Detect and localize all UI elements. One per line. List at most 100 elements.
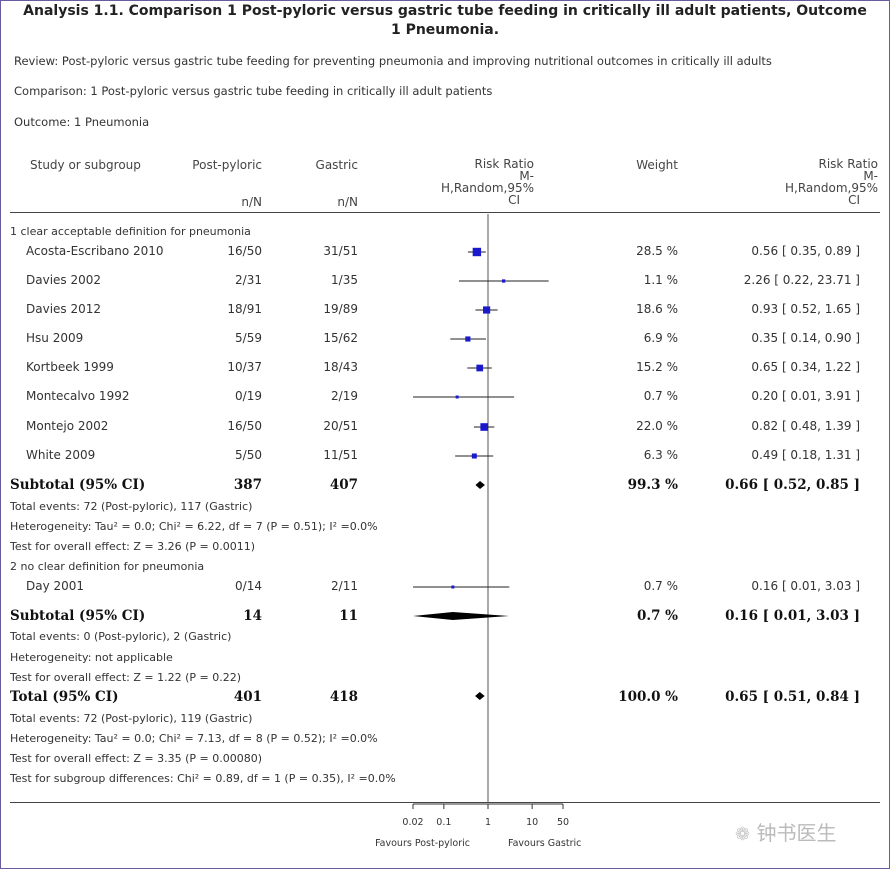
- subtotal-1-label: Subtotal (95% CI): [10, 477, 146, 493]
- watermark-text: 钟书医生: [756, 821, 837, 845]
- study-point: [476, 364, 484, 372]
- study-name: White 2009: [26, 448, 96, 462]
- total-events: Total events: 72 (Post-pyloric), 119 (Ga…: [10, 712, 253, 725]
- study-name: Day 2001: [26, 579, 85, 593]
- subtotal-2-gastric: 11: [339, 608, 358, 624]
- study-rr: 0.82 [ 0.48, 1.39 ]: [751, 419, 860, 433]
- study-weight: 18.6 %: [636, 302, 678, 316]
- study-rr: 0.35 [ 0.14, 0.90 ]: [751, 331, 860, 345]
- col-rr-plot-4: CI: [508, 193, 520, 207]
- col-rr-3: H,Random,95%: [784, 181, 878, 195]
- col-rr-1: Risk Ratio: [818, 157, 879, 171]
- subtotal-1-rr: 0.66 [ 0.52, 0.85 ]: [725, 477, 860, 493]
- study-gastric: 15/62: [323, 331, 358, 345]
- study-rr: 0.65 [ 0.34, 1.22 ]: [751, 360, 860, 374]
- study-rr: 0.49 [ 0.18, 1.31 ]: [751, 448, 860, 462]
- subtotal-1-gastric: 407: [329, 477, 358, 493]
- study-name: Montecalvo 1992: [26, 389, 130, 403]
- study-weight: 28.5 %: [636, 244, 678, 258]
- study-name: Acosta-Escribano 2010: [26, 244, 164, 258]
- figure-title: Analysis 1.1. Comparison 1 Post-pyloric …: [23, 3, 867, 38]
- col-rr-plot-2: M-: [519, 169, 534, 183]
- study-post: 16/50: [227, 244, 262, 258]
- footer-rule: [10, 802, 880, 803]
- subgroup-2-label: 2 no clear definition for pneumonia: [10, 560, 205, 573]
- col-rr-2: M-: [863, 169, 878, 183]
- pooled-diamond: [475, 692, 485, 700]
- study-gastric: 1/35: [331, 273, 358, 287]
- total-gastric: 418: [329, 689, 358, 705]
- col-study: Study or subgroup: [30, 158, 141, 172]
- study-rr: 0.20 [ 0.01, 3.91 ]: [751, 389, 860, 403]
- col-rr-plot: Risk Ratio M- H,Random,95% CI: [440, 158, 534, 206]
- col-rr-plot-3: H,Random,95%: [440, 181, 534, 195]
- watermark: ❁ 钟书医生: [735, 817, 836, 846]
- subgroup-differences-test: Test for subgroup differences: Chi² = 0.…: [10, 772, 396, 785]
- subtotal-2-rr: 0.16 [ 0.01, 3.03 ]: [725, 608, 860, 624]
- total-rr: 0.65 [ 0.51, 0.84 ]: [725, 689, 860, 705]
- study-gastric: 2/19: [331, 389, 358, 403]
- col-post-sub: n/N: [241, 195, 262, 209]
- subgroup-1-label: 1 clear acceptable definition for pneumo…: [10, 225, 251, 238]
- study-weight: 22.0 %: [636, 419, 678, 433]
- outcome-line: Outcome: 1 Pneumonia: [14, 115, 150, 129]
- subtotal-1-post: 387: [233, 477, 262, 493]
- study-gastric: 31/51: [323, 244, 358, 258]
- study-gastric: 11/51: [323, 448, 358, 462]
- study-point: [472, 247, 482, 257]
- subtotal-1-heterogeneity: Heterogeneity: Tau² = 0.0; Chi² = 6.22, …: [10, 520, 378, 533]
- study-post: 2/31: [235, 273, 262, 287]
- subtotal-1-events: Total events: 72 (Post-pyloric), 117 (Ga…: [10, 500, 253, 513]
- study-post: 5/50: [235, 448, 262, 462]
- study-rr: 0.93 [ 0.52, 1.65 ]: [751, 302, 860, 316]
- study-point: [451, 585, 455, 589]
- study-point: [455, 395, 459, 399]
- study-rr: 0.56 [ 0.35, 0.89 ]: [751, 244, 860, 258]
- subtotal-2-label: Subtotal (95% CI): [10, 608, 146, 624]
- col-gastric: Gastric: [315, 158, 358, 172]
- col-rr: Risk Ratio M- H,Random,95% CI: [760, 158, 878, 206]
- study-weight: 0.7 %: [643, 389, 678, 403]
- total-test: Test for overall effect: Z = 3.35 (P = 0…: [10, 752, 262, 765]
- study-post: 5/59: [235, 331, 262, 345]
- comparison-line: Comparison: 1 Post-pyloric versus gastri…: [14, 84, 493, 98]
- pooled-diamond: [413, 612, 510, 620]
- study-point: [483, 306, 491, 314]
- wechat-icon: ❁: [735, 824, 751, 845]
- subtotal-2-events: Total events: 0 (Post-pyloric), 2 (Gastr…: [10, 630, 232, 643]
- favours-left-label: Favours Post-pyloric: [375, 838, 470, 849]
- study-gastric: 18/43: [323, 360, 358, 374]
- subtotal-1-weight: 99.3 %: [627, 477, 678, 493]
- review-line: Review: Post-pyloric versus gastric tube…: [14, 54, 772, 68]
- subtotal-2-heterogeneity: Heterogeneity: not applicable: [10, 651, 173, 664]
- study-name: Hsu 2009: [26, 331, 84, 345]
- subtotal-2-test: Test for overall effect: Z = 1.22 (P = 0…: [10, 671, 241, 684]
- study-gastric: 19/89: [323, 302, 358, 316]
- col-post: Post-pyloric: [192, 158, 262, 172]
- favours-right-label: Favours Gastric: [508, 838, 582, 849]
- study-weight: 6.9 %: [643, 331, 678, 345]
- study-post: 0/19: [235, 389, 262, 403]
- study-post: 16/50: [227, 419, 262, 433]
- study-weight: 1.1 %: [643, 273, 678, 287]
- subtotal-1-test: Test for overall effect: Z = 3.26 (P = 0…: [10, 540, 255, 553]
- study-name: Davies 2002: [26, 273, 102, 287]
- x-tick-label: 0.02: [402, 817, 423, 828]
- col-rr-4: CI: [848, 193, 860, 207]
- subtotal-2-weight: 0.7 %: [636, 608, 678, 624]
- study-post: 0/14: [235, 579, 262, 593]
- study-weight: 15.2 %: [636, 360, 678, 374]
- study-gastric: 20/51: [323, 419, 358, 433]
- study-rr: 0.16 [ 0.01, 3.03 ]: [751, 579, 860, 593]
- study-post: 10/37: [227, 360, 262, 374]
- x-tick-label: 10: [526, 817, 538, 828]
- study-rr: 2.26 [ 0.22, 23.71 ]: [743, 273, 860, 287]
- pooled-diamond: [475, 481, 485, 489]
- col-weight: Weight: [636, 158, 678, 172]
- subtotal-2-post: 14: [243, 608, 262, 624]
- study-point: [480, 423, 489, 431]
- study-point: [471, 453, 477, 459]
- total-weight: 100.0 %: [618, 689, 678, 705]
- study-point: [502, 279, 506, 283]
- study-weight: 6.3 %: [643, 448, 678, 462]
